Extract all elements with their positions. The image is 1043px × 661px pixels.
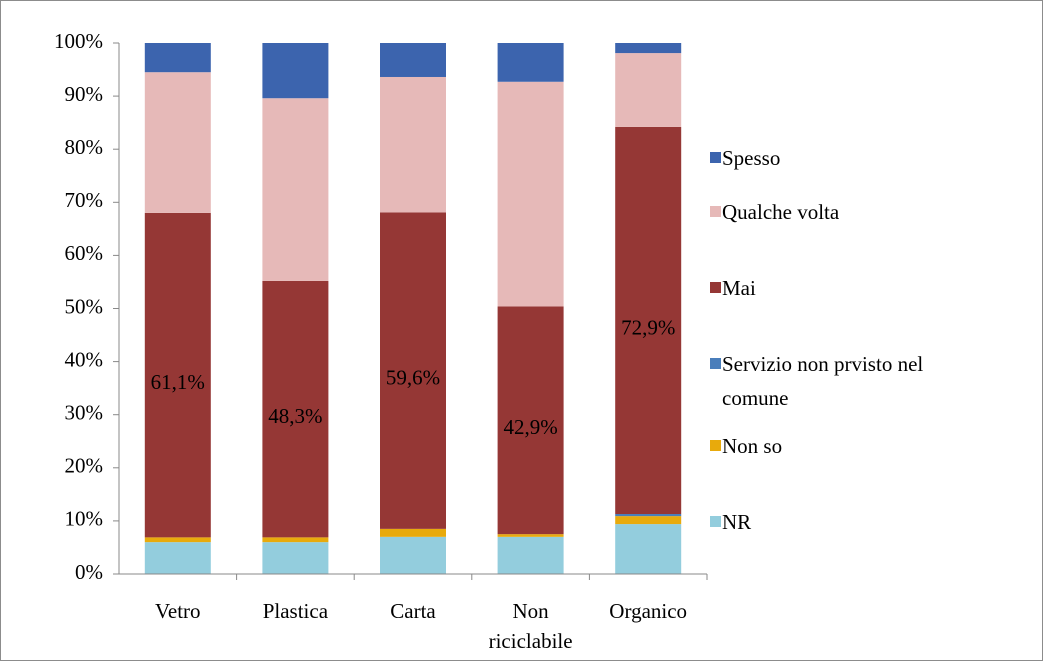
y-tick-label: 0% [75,560,103,584]
bar-segment [615,43,682,54]
y-tick-label: 20% [65,454,104,478]
x-tick-label: Plastica [262,599,329,623]
legend-swatch [710,152,721,163]
bar-segment [262,98,329,281]
legend-swatch [710,516,721,527]
x-tick-label: Vetro [155,599,201,623]
legend-label: Mai [722,276,756,300]
legend-swatch [710,206,721,217]
legend-label: Spesso [722,146,781,170]
bar-segment [497,81,564,307]
data-label: 59,6% [386,365,440,389]
legend-swatch [710,358,721,369]
bar-segment [144,542,211,574]
x-tick-label: Carta [390,599,436,623]
bar-segment [262,542,329,574]
legend-swatch [710,282,721,293]
y-tick-label: 80% [65,135,104,159]
data-label: 48,3% [268,404,322,428]
bar-segment [144,212,211,538]
bar-segment [380,76,446,213]
data-label: 42,9% [503,415,557,439]
y-tick-label: 50% [65,294,104,318]
y-tick-label: 60% [65,241,104,265]
bar-segment [380,528,446,537]
y-tick-label: 30% [65,401,104,425]
bar-segment [615,513,682,517]
bar-segment [262,280,329,538]
legend-swatch [710,440,721,451]
legend-label: Servizio non prvisto nel comune [722,352,924,410]
x-tick-label: Organico [609,599,688,623]
bar-segment [497,306,564,535]
bar-segment [615,524,682,574]
y-tick-label: 10% [65,507,104,531]
x-tick-label: Non riciclabile [488,599,573,653]
data-label: 72,9% [621,315,675,339]
bar-segment [144,72,211,213]
y-tick-label: 90% [65,82,104,106]
bar-segment [615,126,682,514]
data-label: 61,1% [151,370,205,394]
y-tick-label: 40% [65,347,104,371]
bar-segment [262,43,329,99]
legend-label: Non so [722,434,783,458]
bar-segment [380,43,446,77]
bar-segment [497,536,564,574]
bar-segment [497,43,564,82]
bar-segment [380,536,446,574]
bar-segment [144,537,211,543]
bar-segment [380,212,446,529]
legend-label: Qualche volta [722,200,840,224]
bar-segment [144,43,211,73]
bar-segment [615,53,682,127]
legend-label: NR [722,510,752,534]
bar-segment [615,516,682,525]
y-tick-label: 70% [65,188,104,212]
y-tick-label: 100% [54,29,103,53]
bar-segment [262,537,329,543]
bar-segment [497,534,564,537]
